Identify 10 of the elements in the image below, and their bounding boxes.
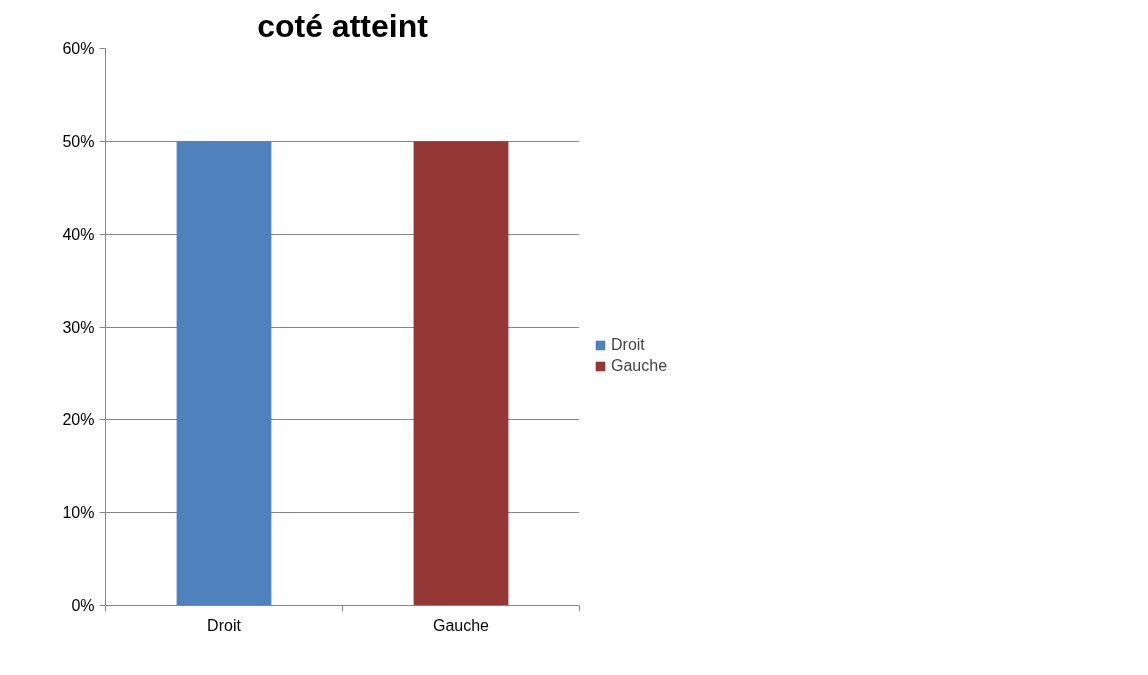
y-tick-label: 0%	[71, 597, 95, 614]
y-tick-label: 10%	[62, 504, 95, 522]
legend-label: Gauche	[611, 357, 668, 375]
y-tick-label: 60%	[62, 40, 95, 57]
y-tick-label: 40%	[62, 225, 95, 243]
chart-title: coté atteint	[257, 7, 429, 44]
legend-label: Droit	[611, 336, 645, 354]
y-tick-label: 30%	[62, 318, 95, 336]
y-tick-label: 50%	[62, 132, 95, 150]
y-tick-label: 20%	[62, 411, 95, 429]
